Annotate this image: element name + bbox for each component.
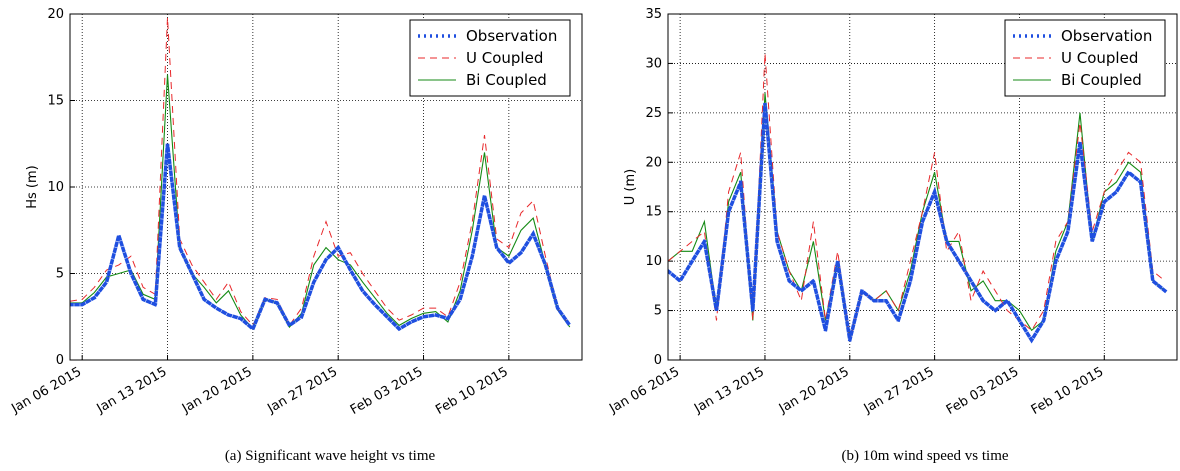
x-tick-label: Jan 27 2015 — [264, 364, 340, 416]
x-tick-label: Feb 10 2015 — [1029, 364, 1107, 417]
y-axis-label: U (m) — [623, 169, 638, 205]
x-tick-label: Feb 03 2015 — [944, 364, 1022, 417]
series-line — [70, 17, 571, 327]
y-tick-label: 15 — [47, 94, 64, 109]
y-tick-label: 20 — [645, 155, 662, 170]
legend-label: Observation — [1061, 27, 1152, 45]
x-tick-label: Jan 27 2015 — [861, 364, 937, 416]
caption: (b) 10m wind speed vs time — [841, 448, 1008, 464]
y-tick-label: 10 — [645, 254, 662, 269]
y-tick-label: 0 — [56, 353, 64, 368]
y-tick-label: 35 — [645, 7, 662, 22]
series-line — [70, 74, 571, 330]
y-tick-label: 0 — [654, 353, 662, 368]
plot-frame — [69, 13, 583, 361]
y-tick-label: 15 — [645, 205, 662, 220]
x-tick-label: Jan 06 2015 — [8, 364, 84, 416]
x-tick-label: Feb 10 2015 — [433, 364, 511, 417]
y-tick-label: 10 — [47, 180, 64, 195]
series-line — [70, 143, 573, 332]
y-tick-label: 5 — [654, 304, 662, 319]
plot-frame — [667, 13, 1178, 361]
x-tick-label: Jan 20 2015 — [179, 364, 255, 416]
legend-label: Bi Coupled — [466, 71, 547, 89]
y-tick-label: 20 — [47, 7, 64, 22]
legend-label: Bi Coupled — [1061, 71, 1142, 89]
y-tick-label: 25 — [645, 106, 662, 121]
caption: (a) Significant wave height vs time — [225, 448, 436, 464]
y-tick-label: 5 — [56, 267, 64, 282]
y-axis-label: Hs (m) — [25, 165, 40, 209]
legend-label: U Coupled — [466, 49, 543, 67]
x-tick-label: Jan 20 2015 — [776, 364, 852, 416]
x-tick-label: Jan 13 2015 — [94, 364, 170, 416]
y-tick-label: 30 — [645, 56, 662, 71]
x-tick-label: Jan 06 2015 — [606, 364, 682, 416]
series-line — [668, 102, 1168, 344]
x-tick-label: Jan 13 2015 — [691, 364, 767, 416]
x-tick-label: Feb 03 2015 — [348, 364, 426, 417]
legend-label: Observation — [466, 27, 557, 45]
legend-label: U Coupled — [1061, 49, 1138, 67]
